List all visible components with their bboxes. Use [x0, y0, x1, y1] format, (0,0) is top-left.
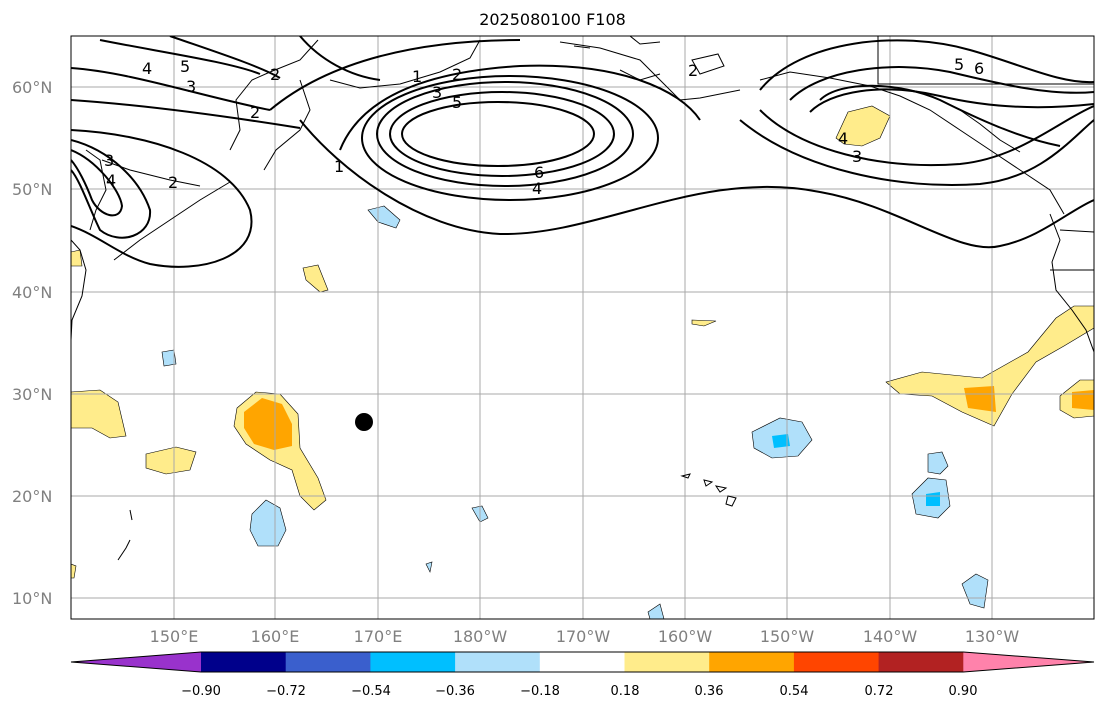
lon-label: 170°E	[354, 627, 403, 646]
lon-label: 150°W	[760, 627, 815, 646]
negative-anomaly-patch	[647, 603, 665, 619]
positive-anomaly-patch	[71, 389, 127, 439]
colorbar-outline	[70, 651, 1095, 673]
colorbar-swatch	[201, 652, 287, 672]
contour-label: 3	[186, 77, 196, 96]
colorbar-tick-label: 0.36	[695, 684, 724, 699]
positive-anomaly-patch	[71, 249, 83, 267]
colorbar-swatch	[539, 652, 625, 672]
lat-label: 30°N	[12, 385, 52, 404]
lat-label: 50°N	[12, 180, 52, 199]
positive-anomaly-patch	[145, 446, 197, 475]
colorbar-extend-low	[71, 652, 201, 672]
lon-label: 160°E	[251, 627, 300, 646]
map-title: 2025080100 F108	[479, 10, 626, 29]
lat-label: 20°N	[12, 487, 52, 506]
colorbar-swatch	[624, 652, 710, 672]
negative-anomaly-patch	[161, 349, 177, 367]
colorbar-tick-label: −0.36	[435, 684, 475, 699]
contour-label: 6	[974, 59, 984, 78]
longitude-labels: 150°E 160°E 170°E 180°W 170°W 160°W 150°…	[150, 627, 1020, 646]
colorbar-tick-label: −0.54	[351, 684, 391, 699]
latitude-labels: 60°N 50°N 40°N 30°N 20°N 10°N	[12, 78, 52, 608]
positive-anomaly-patch-strong	[1072, 390, 1094, 410]
negative-anomaly-patch	[961, 573, 989, 609]
colorbar	[70, 651, 1095, 673]
positive-anomaly-patch	[691, 319, 717, 327]
lat-label: 10°N	[12, 589, 52, 608]
contour-labels: 5 4 3 2 1 2 3 5 6 4 1 2 3 4 2 5 6 4 3 2	[104, 55, 984, 198]
contour-label: 3	[852, 147, 862, 166]
colorbar-tick-label: 0.54	[780, 684, 809, 699]
colorbar-tick-label: −0.18	[520, 684, 560, 699]
colorbar-swatch	[793, 652, 880, 672]
positive-anomaly-patch-strong	[244, 398, 292, 450]
negative-anomaly-patch	[927, 451, 949, 475]
storm-position-dot	[355, 413, 373, 431]
colorbar-tick-label: 0.72	[865, 684, 894, 699]
contour-label: 4	[838, 129, 848, 148]
positive-anomaly-patch-strong	[964, 386, 996, 412]
colorbar-swatch	[455, 652, 541, 672]
contour-label: 3	[432, 83, 442, 102]
colorbar-tick-label: 0.90	[949, 684, 978, 699]
negative-anomaly-patch	[425, 561, 433, 573]
positive-anomaly-patch	[71, 563, 77, 579]
colorbar-tick-label: −0.90	[181, 684, 221, 699]
contour-label: 5	[180, 57, 190, 76]
lon-label: 160°W	[658, 627, 713, 646]
colorbar-labels: −0.90 −0.72 −0.54 −0.36 −0.18 0.18 0.36 …	[181, 684, 977, 699]
contour-label: 2	[452, 65, 462, 84]
contour-label: 1	[334, 157, 344, 176]
contour-label: 2	[270, 65, 280, 84]
contour-label: 6	[534, 163, 544, 182]
contour-label: 5	[954, 55, 964, 74]
negative-anomaly-patch-strong	[772, 434, 790, 448]
positive-anomaly-patch	[885, 305, 1094, 427]
contour-label: 1	[412, 67, 422, 86]
lat-label: 40°N	[12, 283, 52, 302]
lon-label: 130°W	[965, 627, 1020, 646]
lon-label: 180°W	[453, 627, 508, 646]
lat-label: 60°N	[12, 78, 52, 97]
shaded-anomalies	[71, 105, 1094, 619]
contour-label: 4	[142, 59, 152, 78]
negative-anomaly-patch	[367, 205, 401, 229]
contour-label: 2	[168, 173, 178, 192]
contour-label: 4	[532, 179, 542, 198]
colorbar-tick-label: 0.18	[611, 684, 640, 699]
lon-label: 140°W	[863, 627, 918, 646]
colorbar-swatch	[285, 652, 371, 672]
positive-anomaly-patch	[835, 105, 891, 147]
contours	[71, 36, 1094, 268]
negative-anomaly-patch	[249, 499, 287, 547]
map-border	[70, 35, 1095, 620]
coastlines	[71, 36, 1094, 561]
positive-anomaly-patch	[302, 264, 329, 293]
colorbar-swatch	[370, 652, 456, 672]
colorbar-swatch	[709, 652, 795, 672]
lon-label: 150°E	[150, 627, 199, 646]
colorbar-swatch	[878, 652, 964, 672]
contour-label: 4	[106, 171, 116, 190]
negative-anomaly-patch-strong	[926, 492, 940, 506]
colorbar-extend-high	[963, 652, 1094, 672]
contour-label: 5	[452, 93, 462, 112]
lon-label: 170°W	[556, 627, 611, 646]
contour-label: 2	[250, 103, 260, 122]
contour-label: 2	[688, 61, 698, 80]
colorbar-tick-label: −0.72	[266, 684, 306, 699]
contour-label: 3	[104, 151, 114, 170]
